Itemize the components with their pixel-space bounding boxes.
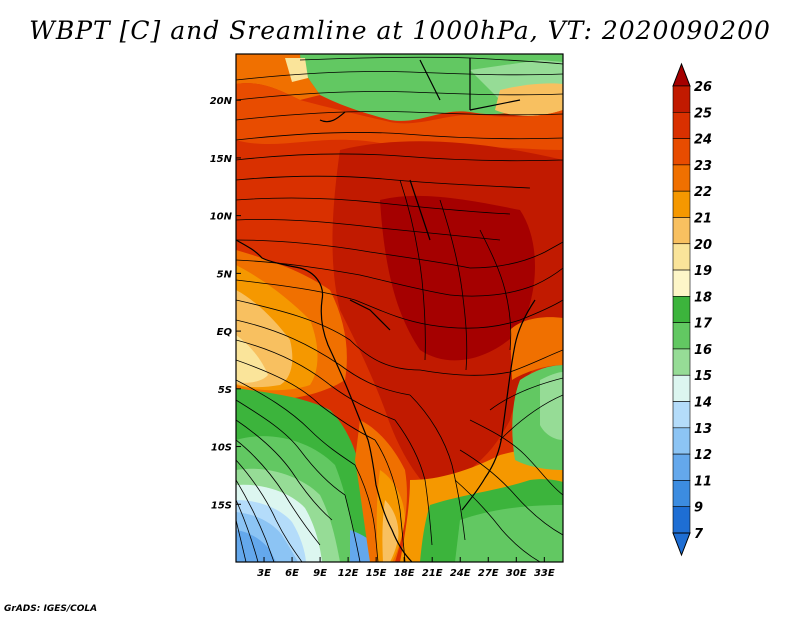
colorbar-swatch	[672, 401, 691, 429]
lon-tick-label: 6E	[285, 568, 299, 579]
lat-tick-label: 20N	[210, 96, 233, 107]
colorbar-label: 25	[694, 106, 712, 121]
lat-tick-label: 10N	[210, 212, 233, 223]
lat-tick-label: EQ	[217, 327, 233, 338]
colorbar-swatch	[672, 164, 691, 192]
colorbar-bottom-arrow	[672, 532, 691, 557]
lon-tick-label: 24E	[450, 568, 471, 579]
colorbar-label: 17	[694, 317, 713, 332]
lat-tick-label: 5N	[217, 269, 233, 280]
colorbar-swatch	[672, 243, 691, 271]
colorbar-swatch	[672, 427, 691, 455]
colorbar-label: 23	[694, 159, 712, 174]
colorbar-swatch	[672, 269, 691, 297]
streamlines	[236, 56, 563, 562]
colorbar-swatch	[672, 85, 691, 113]
colorbar-swatch	[672, 348, 691, 376]
lon-tick-label: 27E	[478, 568, 499, 579]
colorbar: 26 25 24 23 22 21 20 19 18 17 16 15 14 13 12 11 9 7	[672, 62, 713, 557]
colorbar-label: 26	[694, 80, 712, 95]
colorbar-swatch	[672, 374, 691, 402]
colorbar-swatch	[672, 506, 691, 534]
lat-tick-label: 15S	[211, 500, 232, 511]
colorbar-label: 12	[694, 448, 712, 463]
colorbar-label: 7	[694, 527, 704, 542]
colorbar-label: 13	[694, 422, 712, 437]
coastlines	[236, 58, 536, 562]
colorbar-label: 22	[694, 185, 712, 200]
colorbar-label: 20	[694, 238, 712, 253]
chart-title: WBPT [C] and Sreamline at 1000hPa, VT: 2…	[29, 16, 771, 45]
colorbar-swatch	[672, 217, 691, 245]
lon-tick-label: 15E	[366, 568, 387, 579]
lon-tick-label: 30E	[506, 568, 527, 579]
lon-tick-label: 3E	[257, 568, 271, 579]
colorbar-swatch	[672, 322, 691, 350]
longitude-axis: 3E 6E 9E 12E 15E 18E 21E 24E 27E 30E 33E	[257, 557, 555, 579]
colorbar-label: 15	[694, 369, 712, 384]
colorbar-swatch	[672, 190, 691, 218]
map-frame	[235, 53, 564, 563]
colorbar-swatch	[672, 111, 691, 139]
lon-tick-label: 18E	[394, 568, 415, 579]
colorbar-swatch	[672, 296, 691, 323]
colorbar-label: 18	[694, 290, 712, 305]
lon-tick-label: 9E	[313, 568, 327, 579]
lat-tick-label: 15N	[210, 154, 233, 165]
colorbar-label: 19	[694, 264, 712, 279]
colorbar-label: 21	[694, 211, 712, 226]
colorbar-swatch	[672, 453, 691, 481]
colorbar-swatch	[672, 480, 691, 508]
colorbar-label: 16	[694, 343, 712, 358]
lat-tick-label: 5S	[218, 385, 232, 396]
latitude-axis: 20N 15N 10N 5N EQ 5S 10S 15S	[210, 96, 241, 511]
colorbar-label: 11	[694, 474, 712, 489]
lon-tick-label: 33E	[534, 568, 555, 579]
wbpt-shaded-field	[236, 54, 563, 562]
grads-credit: GrADS: IGES/COLA	[4, 604, 98, 614]
lon-tick-label: 21E	[422, 568, 443, 579]
colorbar-label: 9	[694, 501, 703, 516]
colorbar-label: 14	[694, 396, 712, 411]
colorbar-swatch	[672, 138, 691, 166]
colorbar-top-arrow	[672, 62, 691, 87]
lat-tick-label: 10S	[211, 443, 232, 454]
colorbar-label: 24	[694, 133, 712, 148]
lon-tick-label: 12E	[338, 568, 359, 579]
